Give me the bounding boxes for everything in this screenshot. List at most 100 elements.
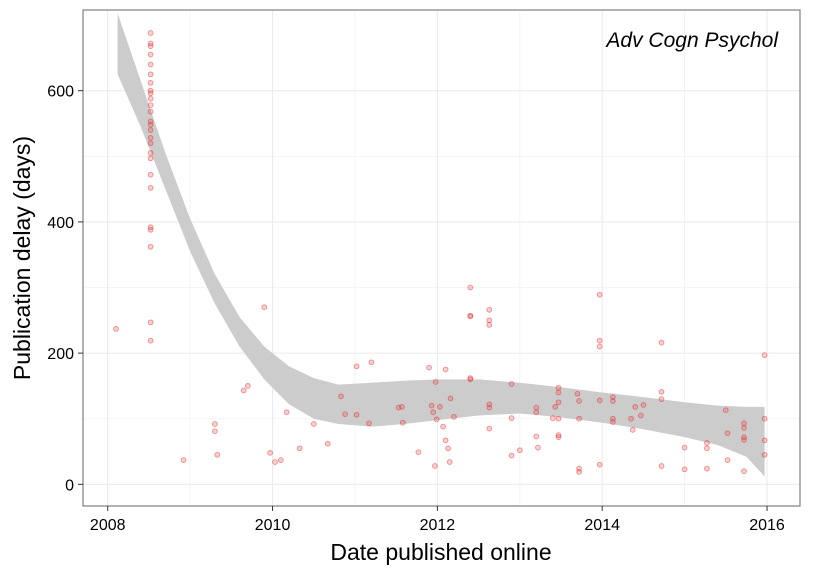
data-point [366, 420, 372, 427]
data-point [433, 416, 440, 423]
data-point [555, 415, 562, 422]
data-point [535, 444, 541, 451]
data-point [447, 395, 454, 402]
data-point [467, 376, 474, 383]
plot-panel-border [82, 9, 801, 507]
y-tick-label: 400 [47, 215, 74, 232]
data-point [296, 445, 303, 452]
data-point [180, 457, 187, 463]
data-point [399, 419, 406, 426]
data-point [574, 390, 581, 397]
data-point [555, 385, 562, 391]
y-tick-label: 200 [47, 346, 74, 363]
data-point [212, 421, 218, 427]
data-point [147, 102, 154, 108]
data-point [353, 411, 360, 418]
data-point [576, 415, 582, 422]
y-axis-ticks: 0 200 400 600 [47, 84, 83, 494]
data-point [724, 430, 731, 437]
data-point [147, 150, 154, 156]
data-point [486, 404, 493, 411]
data-point [658, 396, 665, 402]
data-point [437, 404, 443, 410]
data-point [147, 51, 154, 58]
data-point [353, 363, 360, 370]
x-tick-label: 2010 [255, 517, 291, 534]
y-axis-title: Publication delay (days) [9, 136, 35, 380]
data-point [761, 451, 768, 458]
chart-annotation: Adv Cogn Psychol [604, 29, 779, 52]
data-point [283, 409, 290, 416]
data-point [261, 304, 268, 311]
data-point [467, 284, 474, 291]
x-axis-title: Date published online [330, 539, 551, 565]
y-tick-label: 600 [47, 84, 74, 101]
data-point [147, 155, 154, 162]
data-point [147, 243, 154, 250]
data-point [324, 440, 331, 447]
data-point [277, 457, 284, 463]
data-point [267, 450, 273, 456]
data-point [681, 444, 688, 451]
data-point [430, 409, 437, 416]
data-point [442, 437, 449, 444]
x-tick-label: 2012 [420, 517, 456, 534]
data-point [516, 447, 523, 454]
data-point [486, 425, 493, 432]
data-point [451, 413, 457, 420]
data-point [596, 461, 603, 468]
data-point [338, 393, 344, 400]
data-point [486, 322, 493, 328]
x-tick-label: 2008 [90, 517, 126, 534]
data-point [147, 43, 154, 49]
data-point [596, 337, 603, 344]
x-axis-ticks: 2008 2010 2012 2014 2016 [90, 506, 785, 534]
data-point [147, 319, 154, 326]
data-point [426, 364, 432, 371]
data-point [147, 71, 154, 78]
data-point [147, 226, 154, 233]
data-point [761, 415, 768, 422]
data-point [147, 30, 154, 36]
data-point [467, 313, 474, 320]
data-point [549, 415, 556, 421]
data-point [610, 398, 616, 404]
data-point [576, 469, 582, 475]
data-point [244, 383, 251, 389]
data-point [596, 291, 603, 298]
data-point [147, 140, 154, 147]
data-point [640, 402, 647, 408]
data-point [432, 379, 439, 385]
data-point [113, 326, 119, 332]
data-point [610, 419, 616, 425]
data-point [724, 457, 731, 463]
data-point [533, 404, 540, 411]
data-point [722, 407, 729, 414]
data-point [147, 127, 154, 133]
data-point [147, 108, 154, 115]
data-point [442, 366, 449, 373]
data-point [596, 343, 603, 350]
data-point [552, 404, 559, 410]
data-point [147, 121, 154, 128]
data-point [214, 451, 221, 458]
data-point [704, 465, 710, 472]
data-point [533, 433, 540, 440]
x-tick-label: 2014 [584, 517, 620, 534]
data-point [658, 388, 665, 395]
data-point [147, 135, 154, 141]
data-point [432, 463, 438, 469]
data-point [147, 61, 154, 68]
data-point [761, 352, 768, 358]
x-tick-label: 2016 [749, 517, 785, 534]
data-point [368, 359, 375, 366]
data-points [113, 30, 768, 475]
data-point [147, 171, 154, 178]
data-point [596, 397, 603, 404]
data-point [147, 184, 154, 191]
data-point [741, 425, 747, 431]
grid [83, 10, 800, 506]
data-point [508, 415, 515, 421]
data-point [681, 466, 688, 473]
